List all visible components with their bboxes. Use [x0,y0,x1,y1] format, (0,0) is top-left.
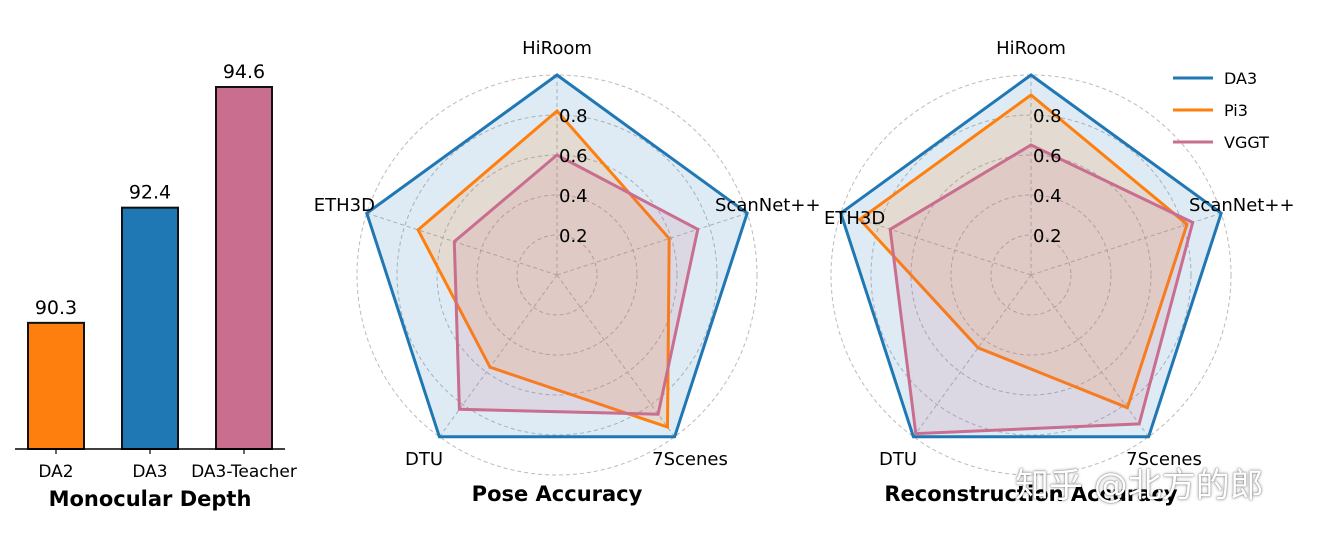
grid-circle-3 [436,154,678,396]
grid-circle-5 [830,74,1232,476]
axis-label-hiroom: HiRoom [996,38,1066,59]
radial-tick-0-4: 0.4 [1033,186,1062,207]
legend-label-vggt: VGGT [1224,133,1269,152]
series-vggt [888,143,1195,436]
series-pi3 [416,108,671,430]
bar-value-label-da3: 92.4 [129,182,171,204]
axis-label-7scenes: 7Scenes [1126,449,1202,470]
axis-label-scannet: ScanNet++ [715,195,821,216]
radial-tick-0-2: 0.2 [559,226,588,247]
axis-label-eth3d: ETH3D [314,195,375,216]
spoke-eth3d [366,212,558,276]
radial-tick-0-8: 0.8 [1033,106,1062,127]
bar-value-label-da2: 90.3 [35,297,77,319]
radial-tick-0-6: 0.6 [1033,146,1062,167]
bar-da3 [121,206,179,450]
spoke-scannet [1030,212,1222,276]
radial-tick-0-4: 0.4 [559,186,588,207]
grid-circle-1 [516,234,598,316]
grid-circle-5 [356,74,758,476]
legend: DA3 Pi3 VGGT [1173,69,1269,152]
x-tick-label-da2: DA2 [38,462,73,482]
x-tick-label-da3-teacher: DA3-Teacher [191,462,297,482]
watermark: 知乎 @北方的郎 [1015,466,1264,506]
series-da3 [365,73,749,439]
grid-circle-1 [990,234,1072,316]
legend-label-pi3: Pi3 [1224,101,1248,120]
bar-da2 [27,321,85,450]
radial-tick-0-6: 0.6 [559,146,588,167]
axis-label-7scenes: 7Scenes [652,449,728,470]
chart-title: Pose Accuracy [472,482,643,506]
grid-circle-4 [870,114,1192,436]
chart-title: Monocular Depth [49,487,252,511]
grid-circle-2 [476,194,638,356]
grid-circle-2 [950,194,1112,356]
grid-circle-3 [910,154,1152,396]
series-vggt [452,153,700,416]
axis-label-eth3d: ETH3D [824,208,885,229]
axis-label-dtu: DTU [405,449,443,470]
spoke-dtu [439,274,558,438]
series-pi3 [857,93,1189,410]
spoke-7scenes [1030,274,1149,438]
radial-tick-0-2: 0.2 [1033,226,1062,247]
grid-circle-4 [396,114,718,436]
bar-value-label-da3-teacher: 94.6 [223,61,265,83]
spoke-scannet [556,212,748,276]
axis-label-hiroom: HiRoom [522,38,592,59]
spoke-dtu [913,274,1032,438]
chart-title: Reconstruction Accuracy [884,482,1178,506]
bar-da3-teacher [215,86,273,450]
bar-chart-monocular-depth: 90.3 DA2 92.4 DA3 94.6 DA3-Teacher Monocular D… [15,61,297,511]
radial-tick-0-8: 0.8 [559,106,588,127]
spoke-7scenes [556,274,675,438]
radar-chart-pose-accuracy: 0.2 0.4 0.6 0.8 HiRoom ScanNet++ 7Scenes DTU ETH… [314,38,821,506]
radar-chart-reconstruction-accuracy: 0.2 0.4 0.6 0.8 HiRoom ScanNet++ 7Scenes DTU ETH… [824,38,1295,506]
legend-label-da3: DA3 [1224,69,1257,88]
axis-label-dtu: DTU [879,449,917,470]
spoke-eth3d [840,212,1032,276]
x-tick-label-da3: DA3 [132,462,167,482]
axis-label-scannet: ScanNet++ [1189,195,1295,216]
